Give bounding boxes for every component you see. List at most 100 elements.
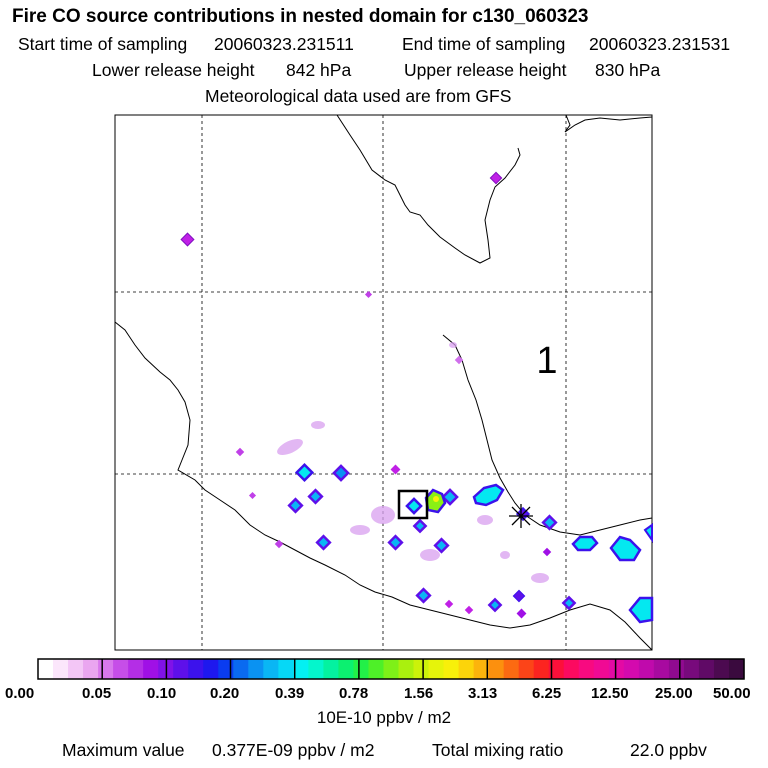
colorbar-tick-label: 0.10 — [147, 685, 177, 702]
colorbar-cell — [698, 659, 715, 679]
colorbar-cell — [653, 659, 670, 679]
colorbar-units: 10E-10 ppbv / m2 — [316, 708, 452, 727]
colorbar-tick-label: 0.05 — [82, 685, 112, 702]
source-marker — [287, 497, 304, 514]
start-time-value: 20060323.231511 — [214, 34, 354, 54]
source-marker — [628, 596, 654, 624]
source-marker — [542, 547, 552, 557]
source-marker — [472, 483, 505, 507]
coastline — [114, 114, 653, 651]
receptor-asterisk — [509, 504, 533, 528]
colorbar-cell — [518, 659, 535, 679]
colorbar-tick-label: 3.13 — [468, 685, 498, 702]
upper-release-label: Upper release height — [404, 60, 567, 80]
colorbar-cell — [548, 659, 565, 679]
source-marker — [512, 589, 526, 603]
plume-layer — [277, 342, 549, 583]
max-value-label: Maximum value — [62, 740, 185, 760]
colorbar-cell — [608, 659, 625, 679]
colorbar-tick-label: 0.78 — [339, 685, 369, 702]
source-marker — [541, 514, 558, 531]
plume-patch — [531, 573, 549, 583]
colorbar-cell — [218, 659, 234, 679]
plume-patch — [277, 438, 303, 456]
source-marker — [180, 232, 195, 247]
colorbar-cell — [338, 659, 355, 679]
colorbar-cell — [443, 659, 460, 679]
colorbar-cell — [308, 659, 324, 679]
graticule — [115, 115, 652, 650]
source-marker — [433, 537, 450, 554]
map-title: Fire CO source contributions in nested d… — [12, 6, 589, 27]
source-marker — [489, 171, 503, 185]
colorbar-cell — [593, 659, 610, 679]
colorbar-cell — [68, 659, 84, 679]
plume-patch — [420, 549, 440, 561]
plume-patch — [350, 525, 370, 535]
plume-patch — [449, 342, 457, 348]
plume-patch — [477, 515, 493, 525]
source-marker — [248, 491, 257, 500]
colorbar-cell — [683, 659, 700, 679]
source-marker — [364, 290, 373, 299]
source-marker — [464, 605, 474, 615]
colorbar-cell — [638, 659, 655, 679]
source-marker — [390, 464, 401, 475]
source-marker — [571, 535, 599, 552]
colorbar-tick-label: 12.50 — [591, 685, 629, 702]
lower-release-value: 842 hPa — [286, 60, 352, 80]
source-marker — [412, 518, 428, 534]
colorbar-cell — [623, 659, 640, 679]
colorbar-cell — [38, 659, 54, 679]
colorbar — [38, 659, 745, 679]
colorbar-cell — [233, 659, 249, 679]
colorbar-cell — [188, 659, 204, 679]
source-marker — [235, 447, 245, 457]
colorbar-cell — [713, 659, 730, 679]
colorbar-tick-label: 0.20 — [210, 685, 240, 702]
colorbar-cell — [143, 659, 159, 679]
colorbar-cell — [488, 659, 505, 679]
colorbar-tick-label: 25.00 — [655, 685, 693, 702]
colorbar-cell — [533, 659, 550, 679]
start-time-label: Start time of sampling — [18, 34, 188, 54]
colorbar-cell — [383, 659, 400, 679]
max-value: 0.377E-09 ppbv / m2 — [212, 740, 375, 760]
feature-label: 1 — [536, 340, 557, 382]
source-marker — [307, 488, 324, 505]
colorbar-cell — [128, 659, 144, 679]
colorbar-cell — [278, 659, 294, 679]
receptor-box — [397, 489, 429, 520]
source-peak — [433, 496, 439, 502]
upper-release-value: 830 hPa — [595, 60, 661, 80]
colorbar-cell — [323, 659, 340, 679]
total-mixing-value: 22.0 ppbv — [630, 740, 707, 760]
source-marker — [274, 539, 284, 549]
colorbar-cell — [353, 659, 370, 679]
colorbar-ticks — [101, 659, 681, 679]
colorbar-cell — [563, 659, 580, 679]
colorbar-cell — [458, 659, 475, 679]
colorbar-cell — [578, 659, 595, 679]
colorbar-cell — [203, 659, 219, 679]
colorbar-cell — [428, 659, 445, 679]
source-marker — [609, 535, 642, 562]
source-marker — [332, 464, 350, 482]
colorbar-cell — [173, 659, 189, 679]
source-marker — [294, 462, 315, 483]
source-marker — [561, 595, 577, 611]
source-marker — [415, 587, 432, 604]
colorbar-cell — [728, 659, 745, 679]
colorbar-tick-label: 0.39 — [275, 685, 305, 702]
plume-patch — [311, 421, 325, 429]
colorbar-tick-label: 50.00 — [713, 685, 751, 702]
source-marker — [643, 523, 653, 544]
colorbar-cell — [413, 659, 430, 679]
lower-release-label: Lower release height — [92, 60, 255, 80]
colorbar-cell — [668, 659, 685, 679]
colorbar-cell — [473, 659, 490, 679]
end-time-label: End time of sampling — [402, 34, 566, 54]
source-marker — [387, 534, 404, 551]
plume-patch — [500, 551, 510, 559]
